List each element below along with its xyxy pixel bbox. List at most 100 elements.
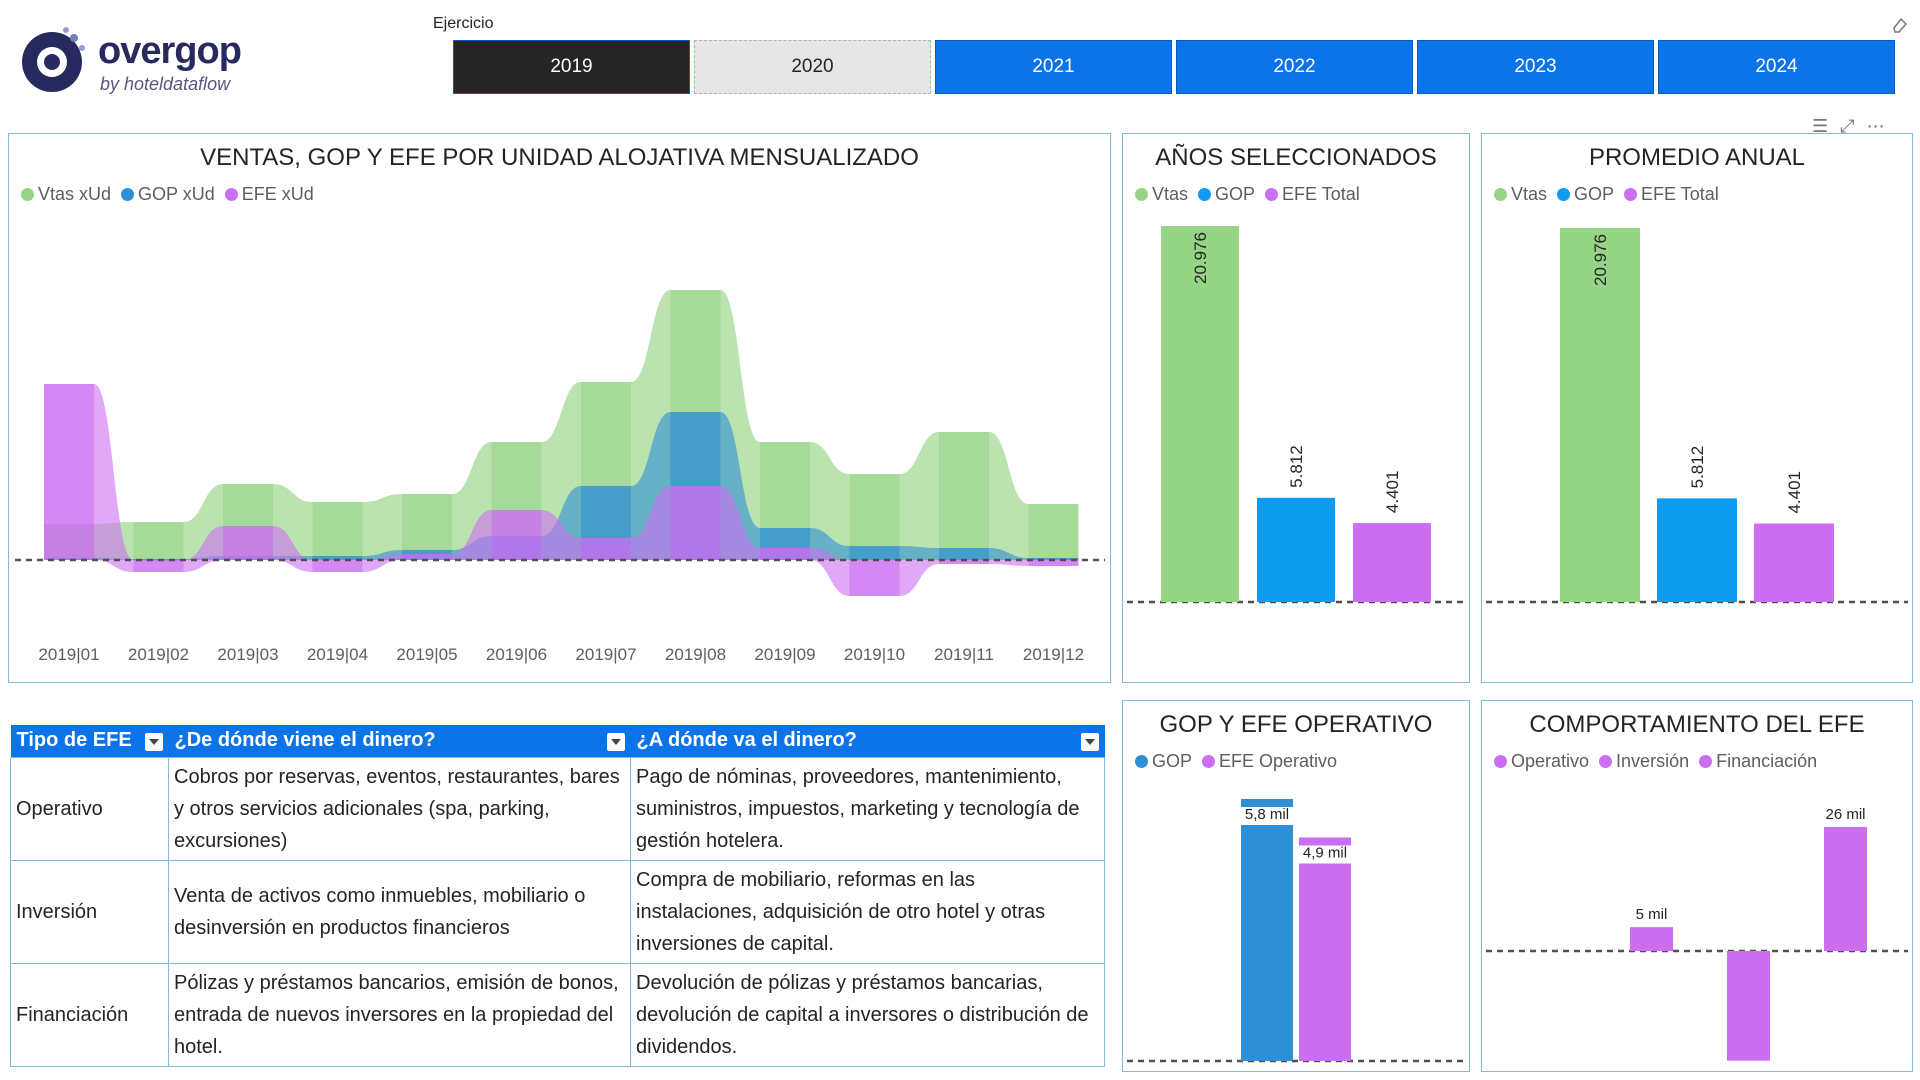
legend-item-efe-operativo: EFE Operativo: [1202, 751, 1337, 772]
ribbon-segment: [133, 560, 184, 572]
panel-title: COMPORTAMIENTO DEL EFE: [1529, 711, 1865, 738]
data-label: -23 mil: [1726, 1068, 1771, 1069]
bar-gop: [1657, 498, 1737, 602]
x-tick-label: 2019|02: [128, 645, 189, 664]
ribbon-segment: [849, 474, 900, 560]
table-cell-destino: Pago de nóminas, proveedores, mantenimie…: [630, 756, 1105, 861]
legend-dot-icon: [1135, 188, 1148, 201]
ribbon-segment: [849, 560, 900, 596]
table-header-destino[interactable]: ¿A dónde va el dinero?: [630, 725, 1105, 757]
x-tick-label: 2019|01: [38, 645, 99, 664]
legend-dot-icon: [1265, 188, 1279, 201]
legend-item-financiacion: Financiación: [1699, 751, 1817, 772]
table-cell-origen: Venta de activos como inmuebles, mobilia…: [168, 859, 631, 964]
legend-item-vtas: Vtas: [1494, 184, 1547, 205]
legend-label: GOP: [1215, 184, 1256, 204]
ribbon-segment: [939, 560, 989, 564]
legend-label: Inversión: [1616, 751, 1690, 771]
x-tick-label: 2019|05: [396, 645, 457, 664]
chart-legend: Operativo Inversión Financiación: [1494, 751, 1817, 772]
ribbon-segment: [44, 384, 94, 560]
ribbon-efe-xud: [44, 384, 1079, 596]
bar-vtas: [1560, 228, 1640, 602]
bar-financiación: [1824, 827, 1867, 951]
table-cell-destino: Compra de mobiliario, reformas en las in…: [630, 859, 1105, 964]
table-cell-tipo: Inversión: [10, 859, 169, 964]
x-tick-label: 2019|03: [217, 645, 278, 664]
legend-item-gop: GOP: [1135, 751, 1192, 772]
year-button-2020[interactable]: 2020: [694, 40, 931, 94]
legend-item-gop: GOP: [1198, 184, 1255, 205]
legend-dot-icon: [21, 188, 34, 201]
legend-item-vtas: Vtas xUd: [21, 184, 111, 205]
filter-icon[interactable]: ☰: [1812, 116, 1829, 136]
year-button-2022[interactable]: 2022: [1176, 40, 1413, 94]
legend-dot-icon: [1624, 188, 1638, 201]
table-row: Financiación Pólizas y préstamos bancari…: [10, 962, 1105, 1067]
chevron-down-icon[interactable]: [606, 733, 625, 751]
brand-logo: overgop by hoteldataflow: [18, 24, 258, 104]
year-button-2024[interactable]: 2024: [1658, 40, 1895, 94]
x-tick-label: 2019|07: [575, 645, 636, 664]
data-label: 4.401: [1785, 471, 1804, 514]
data-label: 5 mil: [1636, 906, 1668, 923]
panel-promedio: PROMEDIO ANUAL Vtas GOP EFE Total 20.976…: [1481, 133, 1913, 683]
legend-dot-icon: [1494, 188, 1507, 201]
ribbon-segment: [849, 546, 900, 560]
table-header-tipo[interactable]: Tipo de EFE: [10, 725, 169, 757]
main-area-chart: 2019|01 2019|02 2019|03 2019|04 2019|05 2019|…: [15, 290, 1105, 664]
ribbon-vtas-xud: [44, 290, 1079, 560]
header-label: ¿De dónde viene el dinero?: [174, 729, 436, 752]
ribbon-segment: [491, 510, 542, 560]
ribbon-segment: [402, 554, 452, 560]
legend-label: Vtas: [1152, 184, 1189, 204]
x-tick-label: 2019|04: [307, 645, 368, 664]
legend-item-operativo: Operativo: [1494, 751, 1589, 772]
table-header-origen[interactable]: ¿De dónde viene el dinero?: [168, 725, 631, 757]
more-options-icon[interactable]: ⋯: [1866, 116, 1885, 136]
legend-label: GOP xUd: [138, 184, 215, 204]
ribbon-segment: [133, 522, 184, 560]
ribbon-segment: [670, 486, 721, 560]
legend-dot-icon: [1135, 755, 1148, 768]
anios-bar-chart: 20.976 5.812 4.401: [1127, 226, 1464, 604]
brand-name: overgop: [98, 30, 242, 72]
panel-title: PROMEDIO ANUAL: [1588, 144, 1806, 171]
legend-item-vtas: Vtas: [1135, 184, 1188, 205]
panel-title: GOP Y EFE OPERATIVO: [1159, 711, 1433, 738]
bar-gop: [1257, 497, 1335, 602]
legend-label: Financiación: [1716, 751, 1818, 771]
table-row: Operativo Cobros por reservas, eventos, …: [10, 756, 1105, 861]
chevron-down-icon[interactable]: [1080, 733, 1099, 751]
legend-item-gop: GOP xUd: [121, 184, 215, 205]
legend-item-gop: GOP: [1557, 184, 1614, 205]
chart-legend: Vtas GOP EFE Total: [1135, 184, 1360, 205]
chevron-down-icon[interactable]: [144, 733, 163, 751]
table-cell-origen: Pólizas y préstamos bancarios, emisión d…: [168, 962, 631, 1067]
panel-gop-efe: GOP Y EFE OPERATIVO GOP EFE Operativo 5,…: [1122, 700, 1470, 1072]
x-tick-label: 2019|08: [665, 645, 726, 664]
legend-label: GOP: [1152, 751, 1193, 771]
bar-gop: [1241, 825, 1293, 1061]
legend-item-efe: EFE Total: [1265, 184, 1360, 205]
gop-efe-bar-chart: 5,8 mil 4,9 mil: [1127, 799, 1464, 1063]
data-label: 5,8 mil: [1245, 806, 1289, 823]
logo-mark-icon: [22, 27, 85, 92]
data-label: 20.976: [1191, 232, 1210, 284]
year-button-2021[interactable]: 2021: [935, 40, 1172, 94]
legend-dot-icon: [1202, 755, 1216, 768]
panel-main-chart: VENTAS, GOP Y EFE POR UNIDAD ALOJATIVA M…: [8, 133, 1111, 683]
legend-item-efe: EFE xUd: [224, 184, 314, 205]
year-button-2019[interactable]: 2019: [453, 40, 690, 94]
ribbon-segment: [939, 432, 989, 560]
year-button-2023[interactable]: 2023: [1417, 40, 1654, 94]
legend-dot-icon: [1599, 755, 1613, 768]
bar-operativo: [1630, 927, 1673, 951]
legend-label: EFE Operativo: [1219, 751, 1338, 771]
ribbon-segment: [760, 548, 810, 560]
focus-mode-icon[interactable]: ⤢: [1840, 116, 1855, 136]
chart-legend: Vtas xUd GOP xUd EFE xUd: [21, 184, 314, 205]
comportamiento-bar-chart: 5 mil -23 mil 26 mil: [1486, 806, 1908, 1069]
eraser-icon[interactable]: [1891, 16, 1909, 34]
promedio-bar-chart: 20.976 5.812 4.401: [1486, 228, 1908, 604]
